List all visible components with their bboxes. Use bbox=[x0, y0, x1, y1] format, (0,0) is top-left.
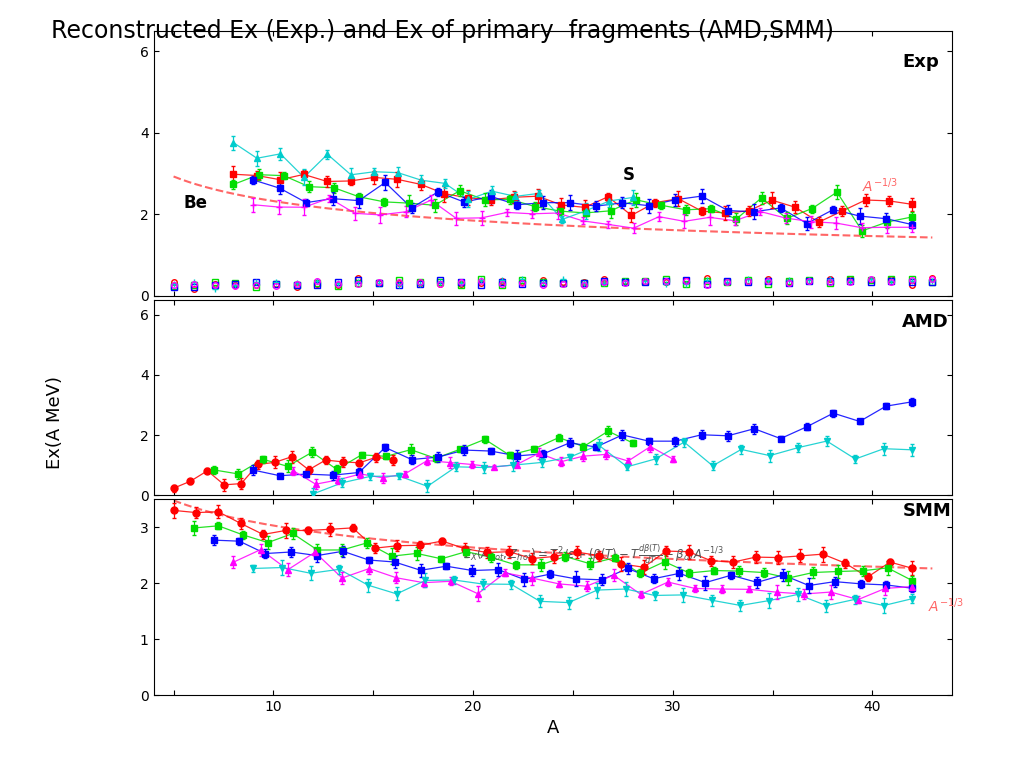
X-axis label: A: A bbox=[547, 720, 559, 737]
Text: $E_X(A_{hot},Z_{hot})=T^2/\epsilon+(\beta(T)-T\frac{d\beta(T)}{dT}-\beta_o)A^{-1: $E_X(A_{hot},Z_{hot})=T^2/\epsilon+(\bet… bbox=[463, 542, 723, 566]
Text: $A^{-1/3}$: $A^{-1/3}$ bbox=[862, 176, 899, 195]
Text: Reconstructed Ex (Exp.) and Ex of primary  fragments (AMD,SMM): Reconstructed Ex (Exp.) and Ex of primar… bbox=[51, 19, 835, 43]
Text: $A^{-1/3}$: $A^{-1/3}$ bbox=[929, 597, 965, 615]
Text: Exp: Exp bbox=[902, 54, 939, 71]
Text: Ex(A MeV): Ex(A MeV) bbox=[46, 376, 65, 469]
Text: SMM: SMM bbox=[902, 502, 951, 520]
Text: AMD: AMD bbox=[902, 313, 949, 331]
Text: S: S bbox=[623, 166, 635, 184]
Text: Be: Be bbox=[183, 194, 208, 212]
